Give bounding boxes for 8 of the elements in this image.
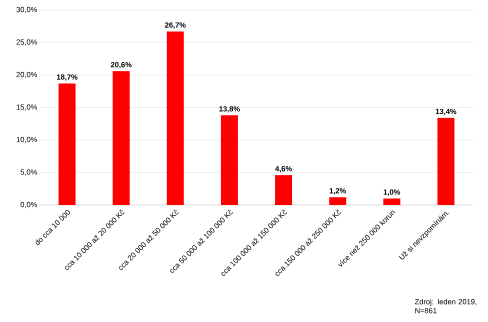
bar <box>220 115 238 205</box>
bar <box>383 198 400 205</box>
bar <box>166 31 184 205</box>
bar <box>112 71 130 205</box>
bar <box>329 197 346 205</box>
bar <box>437 118 454 205</box>
bar <box>58 83 76 205</box>
bar <box>275 175 292 205</box>
